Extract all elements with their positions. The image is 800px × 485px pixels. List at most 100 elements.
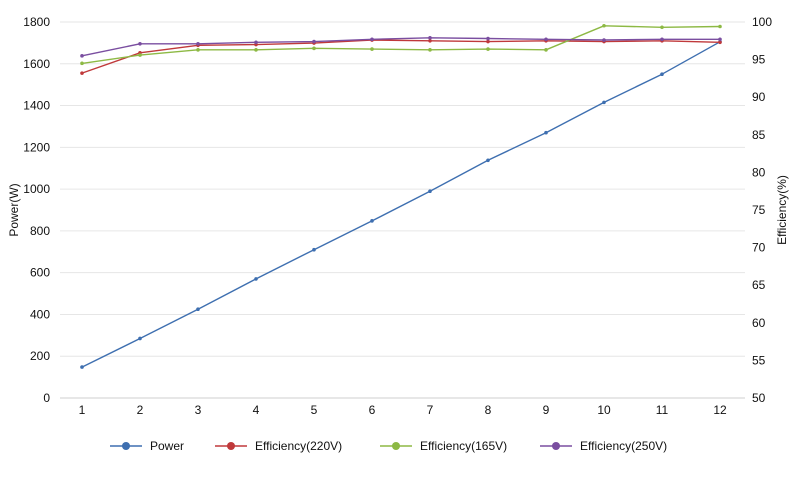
data-point: [428, 39, 432, 43]
x-tick-label: 7: [427, 403, 434, 417]
data-point: [486, 158, 490, 163]
data-point: [602, 100, 606, 105]
series-efficiency-220v: [80, 38, 722, 75]
right-tick-label: 90: [752, 90, 766, 104]
legend-marker-icon: [122, 442, 130, 450]
left-tick-label: 1800: [23, 15, 50, 29]
data-point: [660, 72, 664, 77]
data-point: [718, 40, 722, 45]
data-point: [602, 38, 606, 42]
x-tick-label: 2: [137, 403, 144, 417]
legend-label: Efficiency(165V): [420, 439, 507, 453]
x-tick-label: 9: [543, 403, 550, 417]
data-point: [544, 48, 548, 52]
data-point: [428, 189, 432, 193]
data-point: [80, 71, 84, 75]
data-point: [544, 130, 548, 135]
left-tick-label: 1600: [23, 57, 50, 71]
data-point: [486, 39, 490, 44]
left-axis: 0 200 400 600 800 1000 1200 1400 1600 1800: [23, 15, 50, 405]
right-tick-label: 80: [752, 165, 766, 179]
x-tick-label: 1: [79, 403, 86, 417]
right-tick-label: 95: [752, 53, 766, 67]
left-tick-label: 0: [43, 391, 50, 405]
right-tick-label: 55: [752, 353, 766, 367]
data-point: [428, 48, 432, 52]
x-tick-label: 8: [485, 403, 492, 417]
data-point: [138, 336, 142, 341]
data-point: [544, 37, 548, 42]
data-point: [660, 25, 664, 30]
data-point: [196, 48, 200, 52]
x-tick-label: 4: [253, 403, 260, 417]
legend-marker-icon: [227, 442, 235, 450]
data-point: [660, 37, 664, 42]
series-efficiency-165v: [80, 23, 722, 66]
data-point: [254, 48, 258, 52]
legend-item[interactable]: Efficiency(250V): [540, 439, 667, 453]
data-point: [196, 307, 200, 312]
legend: Power Efficiency(220V) Efficiency(165V) Eff…: [110, 439, 667, 453]
data-point: [80, 61, 84, 66]
series-power: [80, 40, 722, 369]
right-axis-title: Efficiency(%): [775, 175, 789, 245]
series-line: [81, 25, 721, 65]
data-point: [312, 247, 316, 252]
data-point: [254, 277, 258, 281]
data-point: [602, 23, 606, 28]
legend-label: Efficiency(220V): [255, 439, 342, 453]
right-tick-label: 100: [752, 15, 772, 29]
right-tick-label: 60: [752, 316, 766, 330]
data-point: [254, 40, 258, 45]
left-tick-label: 1200: [23, 140, 50, 154]
data-point: [718, 24, 722, 29]
legend-item[interactable]: Power: [110, 439, 184, 453]
right-tick-label: 65: [752, 278, 766, 292]
left-tick-label: 1000: [23, 182, 50, 196]
data-point: [80, 54, 84, 58]
left-axis-title: Power(W): [7, 183, 21, 236]
data-point: [138, 42, 142, 46]
series-line: [81, 37, 720, 57]
right-tick-label: 50: [752, 391, 766, 405]
data-point: [718, 37, 722, 42]
grid-lines: [60, 21, 745, 399]
x-tick-label: 10: [597, 403, 611, 417]
series-line: [81, 41, 721, 368]
data-point: [312, 46, 316, 51]
data-point: [312, 39, 316, 44]
left-tick-label: 600: [30, 266, 50, 280]
data-point: [428, 35, 432, 40]
left-tick-label: 800: [30, 224, 50, 238]
data-point: [138, 53, 142, 57]
x-tick-label: 11: [656, 403, 669, 417]
legend-item[interactable]: Efficiency(165V): [380, 439, 507, 453]
series-efficiency-250v: [80, 35, 722, 58]
legend-label: Power: [150, 439, 184, 453]
legend-marker-icon: [552, 442, 560, 450]
series-line: [81, 39, 721, 74]
right-axis: 50 55 60 65 70 75 80 85 90 95 100: [752, 15, 772, 405]
data-point: [486, 36, 490, 41]
legend-label: Efficiency(250V): [580, 439, 667, 453]
x-tick-label: 12: [713, 403, 727, 417]
data-point: [80, 365, 84, 369]
right-tick-label: 85: [752, 128, 766, 142]
x-tick-label: 3: [195, 403, 202, 417]
left-tick-label: 1400: [23, 99, 50, 113]
series-group: [80, 23, 722, 369]
right-tick-label: 70: [752, 241, 766, 255]
data-point: [370, 37, 374, 42]
data-point: [370, 219, 374, 223]
x-tick-label: 5: [311, 403, 318, 417]
x-axis: 1 2 3 4 5 6 7 8 9 10 11 12: [79, 403, 727, 417]
data-point: [196, 42, 200, 46]
data-point: [370, 47, 374, 51]
left-tick-label: 400: [30, 307, 50, 321]
legend-marker-icon: [392, 442, 400, 450]
data-point: [486, 47, 490, 51]
legend-item[interactable]: Efficiency(220V): [215, 439, 342, 453]
right-tick-label: 75: [752, 203, 766, 217]
